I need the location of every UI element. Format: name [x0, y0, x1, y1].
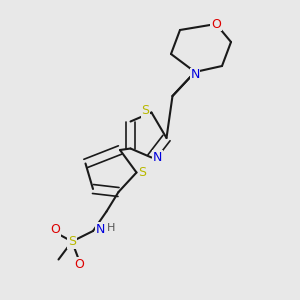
Text: O: O [75, 258, 84, 271]
Text: S: S [142, 104, 149, 118]
Text: N: N [96, 223, 105, 236]
Text: N: N [153, 151, 162, 164]
Text: N: N [190, 68, 200, 82]
Text: S: S [68, 235, 76, 248]
Text: S: S [139, 166, 146, 179]
Text: O: O [51, 223, 60, 236]
Text: O: O [211, 17, 221, 31]
Text: H: H [107, 223, 115, 233]
